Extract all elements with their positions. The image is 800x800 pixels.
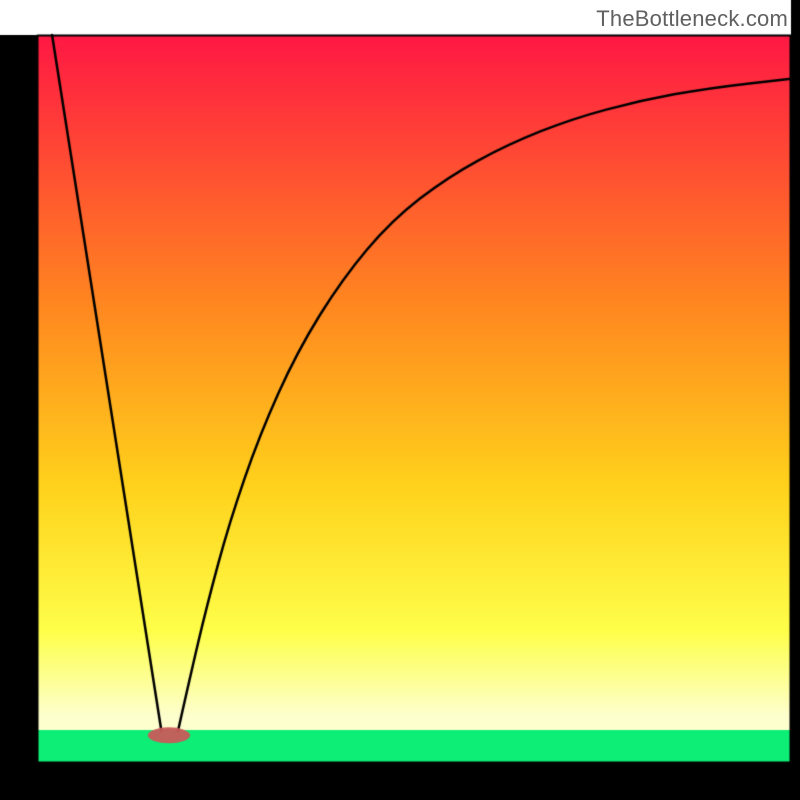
bottleneck-chart-canvas: [0, 0, 800, 800]
chart-container: TheBottleneck.com: [0, 0, 800, 800]
watermark-text: TheBottleneck.com: [596, 6, 788, 32]
